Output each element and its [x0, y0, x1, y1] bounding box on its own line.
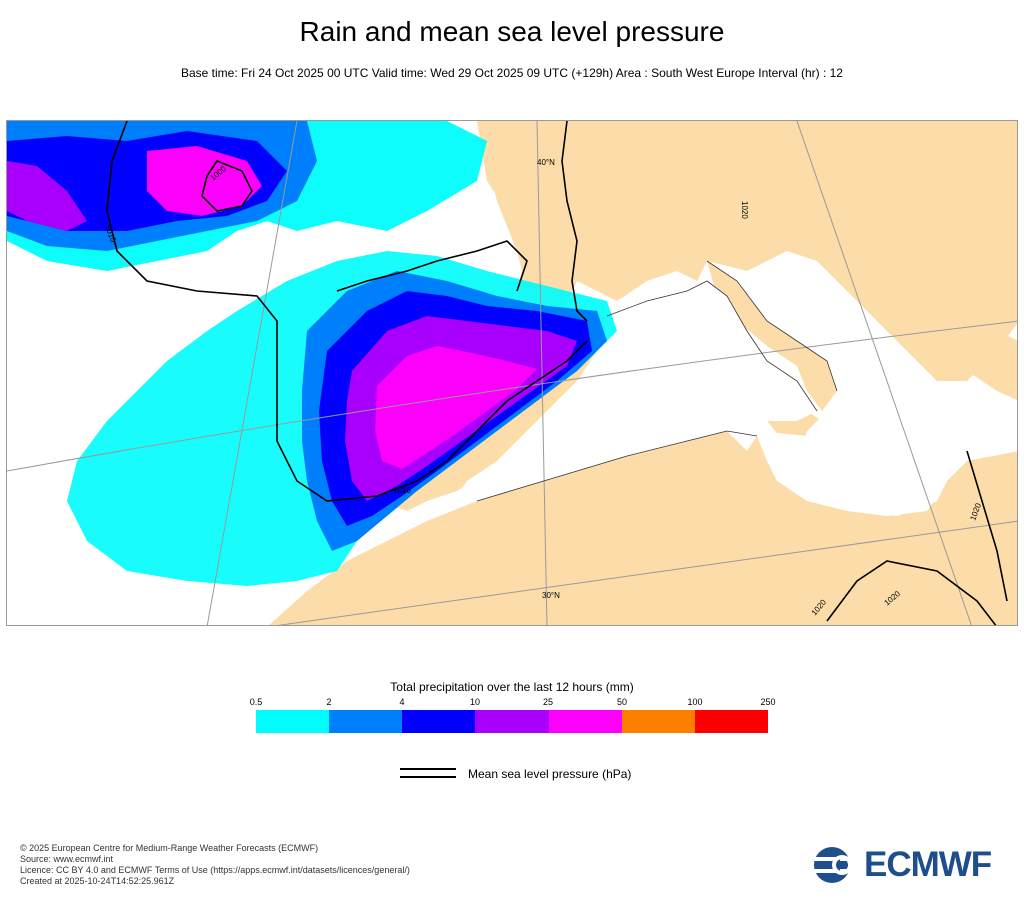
ecmwf-logo: ECMWF: [812, 845, 1008, 885]
ecmwf-logo-icon: [812, 847, 860, 883]
legend-tick: 250: [760, 697, 776, 707]
legend-title: Total precipitation over the last 12 hou…: [390, 680, 634, 694]
ecmwf-logo-text: ECMWF: [864, 845, 992, 884]
graticule-label: 30°N: [542, 591, 560, 600]
isobar-label: 1020: [740, 201, 749, 219]
precipitation-map: 1000 1010 1010 1020 1020 1020 1020 40°N …: [6, 120, 1018, 626]
footer-licence: Licence: CC BY 4.0 and ECMWF Terms of Us…: [20, 865, 410, 875]
rain-purple-west: [7, 161, 87, 231]
rain-magenta-central: [375, 346, 537, 469]
isobar-1000-north: [201, 160, 253, 212]
land-balkans: [867, 281, 1017, 401]
legend-tick: 2: [326, 697, 332, 707]
map-canvas: 1000 1010 1010 1020 1020 1020 1020 40°N …: [7, 121, 1017, 625]
legend-swatch: [475, 710, 549, 733]
legend-swatch: [402, 710, 476, 733]
legend-ticks: 0.5 2 4 10 25 50 100 250: [250, 697, 776, 709]
chart-subtitle: Base time: Fri 24 Oct 2025 00 UTC Valid …: [181, 66, 843, 80]
isobar-1010-west: [106, 121, 588, 502]
land-france-italy: [477, 121, 1017, 381]
isobar-1020-africa: [826, 560, 997, 625]
coastlines: [476, 260, 838, 502]
legend-tick: 0.5: [249, 697, 263, 707]
rain-magenta-north: [147, 146, 262, 216]
legend-color-bar: [256, 710, 768, 733]
isobar-1020-central: [561, 121, 588, 322]
legend-tick: 100: [687, 697, 703, 707]
land-north-africa: [269, 431, 1017, 625]
legend-tick: 4: [399, 697, 405, 707]
legend-swatch: [548, 710, 622, 733]
footer-created: Created at 2025-10-24T14:52:25.961Z: [20, 876, 175, 886]
legend-swatch: [256, 710, 330, 733]
legend-tick: 25: [542, 697, 554, 707]
land-italy-boot: [707, 261, 837, 411]
sea-mediterranean: [447, 281, 817, 511]
isobar-label: 1010: [393, 486, 411, 495]
legend-swatch: [694, 710, 768, 733]
graticule-label: 40°N: [537, 158, 555, 167]
legend-tick: 50: [616, 697, 628, 707]
isobar-1020-east: [966, 450, 1008, 602]
legend-tick: 10: [469, 697, 481, 707]
footer-copyright: © 2025 European Centre for Medium-Range …: [20, 843, 319, 853]
legend-swatch: [621, 710, 695, 733]
isobars: [106, 121, 1008, 625]
sea-tyrrhenian-east: [797, 371, 967, 516]
footer: © 2025 European Centre for Medium-Range …: [20, 843, 410, 887]
legend-swatch: [329, 710, 403, 733]
footer-source: Source: www.ecmwf.int: [20, 854, 114, 864]
isobar-1010-iberia: [336, 240, 528, 292]
mslp-legend-label: Mean sea level pressure (hPa): [468, 767, 632, 781]
mslp-legend-line: [400, 768, 456, 778]
chart-title: Rain and mean sea level pressure: [299, 16, 725, 47]
